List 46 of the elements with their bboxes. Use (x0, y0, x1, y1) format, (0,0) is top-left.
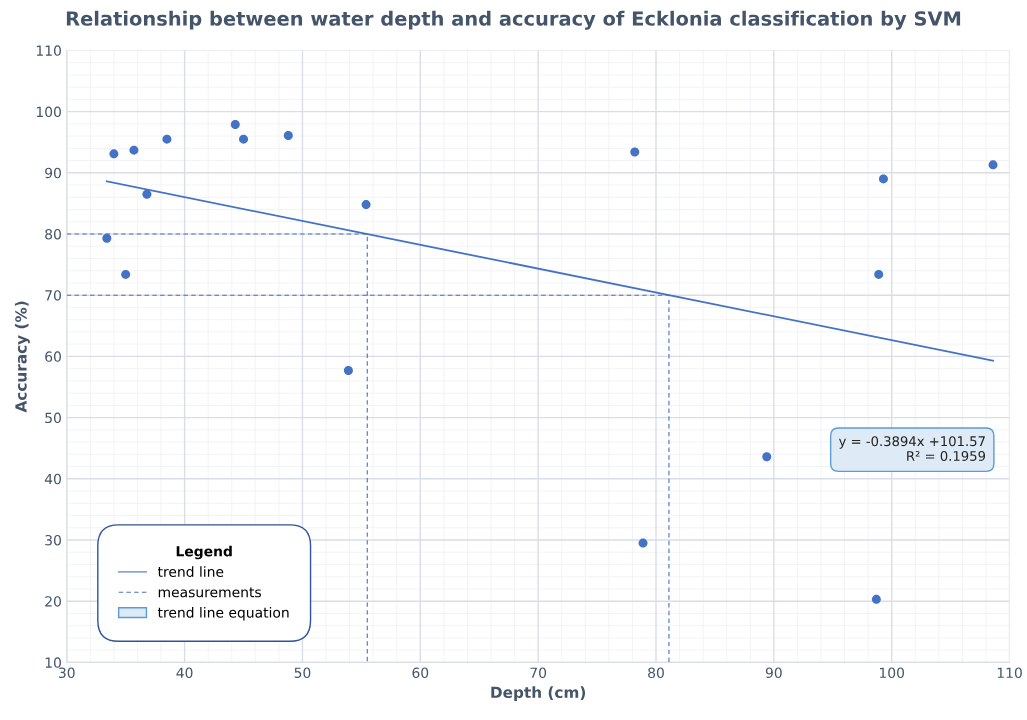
y-tick-label: 30 (45, 534, 61, 546)
point (638, 538, 648, 548)
y-axis-title: Accuracy (%) (14, 301, 30, 413)
y-tick-label: 80 (45, 228, 61, 240)
point (121, 269, 131, 279)
point (162, 134, 172, 144)
y-tick-label: 10 (45, 657, 61, 668)
annotation: y = -0.3894x +101.57 R² = 0.1959 (838, 436, 986, 461)
point (988, 160, 998, 170)
y-tick-label: 70 (45, 290, 61, 301)
x-axis-title: Depth (cm) (491, 686, 586, 702)
x-tick-label: 100 (879, 667, 905, 679)
x-tick-label: 70 (530, 667, 547, 679)
point (142, 189, 152, 199)
annotation: trend line equation (157, 606, 289, 621)
x-tick-label: 60 (412, 667, 429, 679)
point (361, 200, 371, 210)
y-tick-label: 20 (45, 596, 61, 607)
point (283, 130, 293, 140)
y-tick-label: 90 (45, 167, 61, 179)
x-tick-label: 30 (58, 667, 75, 679)
legend-title: Legend (176, 545, 232, 560)
x-tick-label: 80 (648, 667, 664, 679)
point (230, 119, 240, 129)
point (630, 147, 640, 157)
point (343, 365, 353, 375)
legend-label: measurements (158, 587, 261, 598)
y-tick-label: 40 (44, 473, 61, 485)
point (109, 149, 119, 159)
legend-label: trend line (157, 566, 224, 577)
point (871, 594, 881, 604)
x-tick-label: 110 (997, 667, 1022, 679)
point (878, 174, 888, 184)
y-tick-label: 100 (36, 106, 61, 118)
x-tick-label: 90 (765, 667, 782, 679)
point (129, 145, 139, 155)
x-tick-label: 40 (176, 667, 193, 679)
point (239, 134, 249, 144)
point (102, 233, 112, 243)
y-tick-label: 110 (36, 45, 61, 56)
y-tick-label: 60 (45, 351, 61, 362)
point (874, 269, 884, 279)
chart-title: Relationship between water depth and accuracy of Ecklonia classification by SVM (66, 10, 961, 30)
x-tick-label: 50 (294, 667, 311, 679)
y-tick-label: 50 (45, 412, 61, 424)
point (762, 452, 772, 462)
